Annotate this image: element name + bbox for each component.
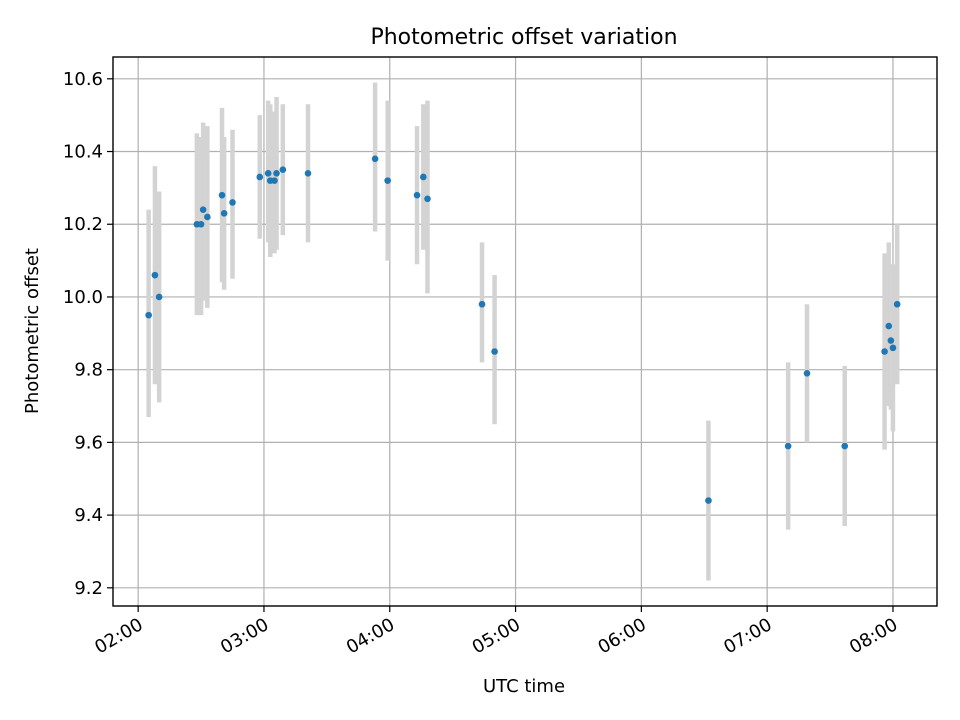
data-point [889,344,897,352]
data-point [478,300,486,308]
x-tick-label: 04:00 [343,614,398,658]
x-axis-label: UTC time [483,676,565,697]
data-point [705,497,712,504]
data-point [420,173,427,181]
data-point [264,170,272,177]
y-tick-label: 9.4 [74,505,103,526]
data-point [145,311,152,319]
data-point [199,206,207,214]
y-tick-label: 9.2 [74,578,103,599]
data-point [881,348,888,355]
data-point [155,293,163,301]
error-bars [146,82,900,581]
data-point [841,442,849,450]
y-tick-label: 10.4 [63,142,103,163]
data-points [145,155,901,504]
y-tick-label: 10.6 [63,69,103,90]
data-point [304,170,312,177]
data-point [279,166,287,174]
data-point [893,300,901,308]
data-point [218,191,226,199]
y-axis-ticks: 9.2 9.4 9.6 9.8 10.0 10.2 10.4 10.6 [63,69,113,599]
y-tick-label: 9.8 [74,360,103,381]
data-point [271,177,278,184]
x-tick-label: 08:00 [846,614,901,658]
data-point [256,173,264,181]
x-tick-label: 03:00 [217,614,272,658]
y-tick-label: 10.0 [63,287,103,308]
data-point [803,370,811,377]
grid-lines [113,57,937,606]
plot-frame [112,56,938,607]
data-point [220,210,228,217]
data-point [885,322,893,330]
x-tick-label: 05:00 [469,614,524,658]
data-point [413,191,421,199]
data-point [384,177,391,184]
x-axis-ticks: 02:00 03:00 04:00 05:00 06:00 07:00 08:00 [91,606,901,658]
x-tick-label: 06:00 [594,614,649,658]
data-point [371,155,379,163]
y-tick-label: 9.6 [74,432,103,453]
x-tick-label: 02:00 [91,614,146,658]
chart-title: Photometric offset variation [370,25,677,50]
data-point [197,220,205,228]
data-point [273,170,280,177]
data-point [491,348,498,355]
data-point [424,195,431,203]
y-axis-label: Photometric offset [22,248,43,414]
data-point [204,213,211,221]
data-point [784,442,792,450]
y-tick-label: 10.2 [63,214,103,235]
data-point [151,271,159,279]
x-tick-label: 07:00 [720,614,775,658]
data-point [229,199,236,206]
data-point [887,337,895,344]
